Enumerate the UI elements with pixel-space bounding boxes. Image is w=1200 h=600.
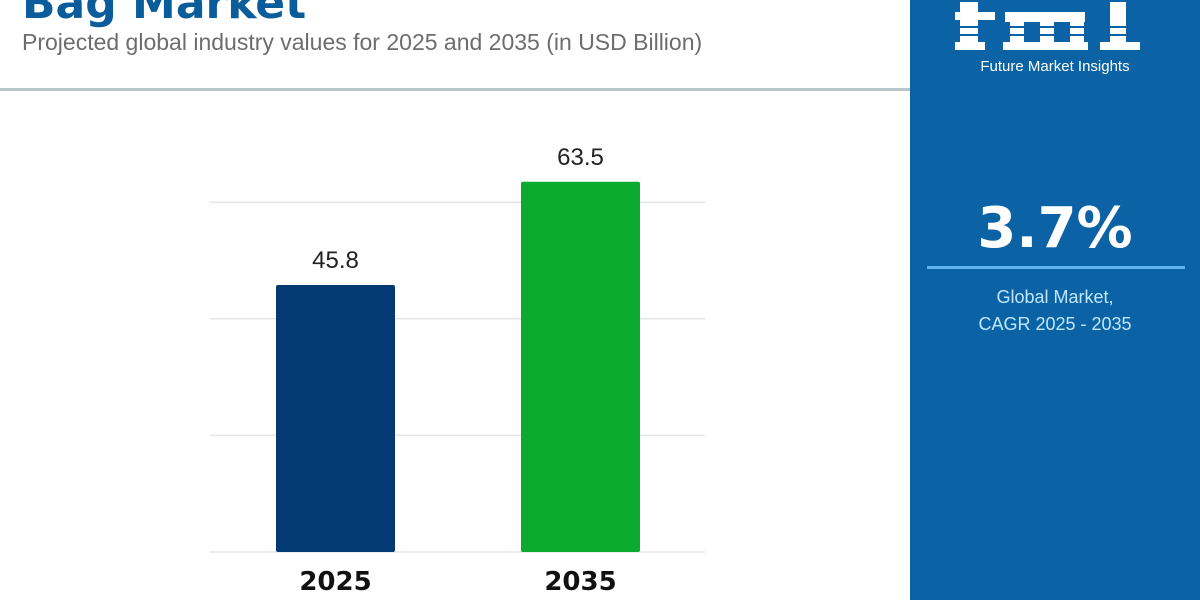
cagr-panel xyxy=(910,0,1200,600)
cagr-label: Global Market, CAGR 2025 - 2035 xyxy=(910,284,1200,338)
cagr-divider xyxy=(927,266,1185,269)
fmi-logo xyxy=(955,2,1155,50)
data-label-2035: 63.5 xyxy=(557,144,604,171)
header-divider xyxy=(0,88,910,91)
chart-subtitle: Projected global industry values for 202… xyxy=(22,29,703,55)
bar-2025 xyxy=(276,284,395,552)
brand-name: Future Market Insights xyxy=(980,58,1130,75)
x-tick-label-2035: 2035 xyxy=(544,567,616,597)
data-label-2025: 45.8 xyxy=(312,247,359,274)
cagr-label-line1: Global Market, xyxy=(996,287,1114,307)
page-title: Bag Market xyxy=(22,0,307,29)
bar-2035 xyxy=(521,181,640,553)
cagr-label-line2: CAGR 2025 - 2035 xyxy=(978,314,1132,334)
cagr-value: 3.7% xyxy=(977,196,1133,261)
bar-chart: 45.8 2025 63.5 2035 xyxy=(210,144,705,597)
x-tick-label-2025: 2025 xyxy=(299,567,371,597)
